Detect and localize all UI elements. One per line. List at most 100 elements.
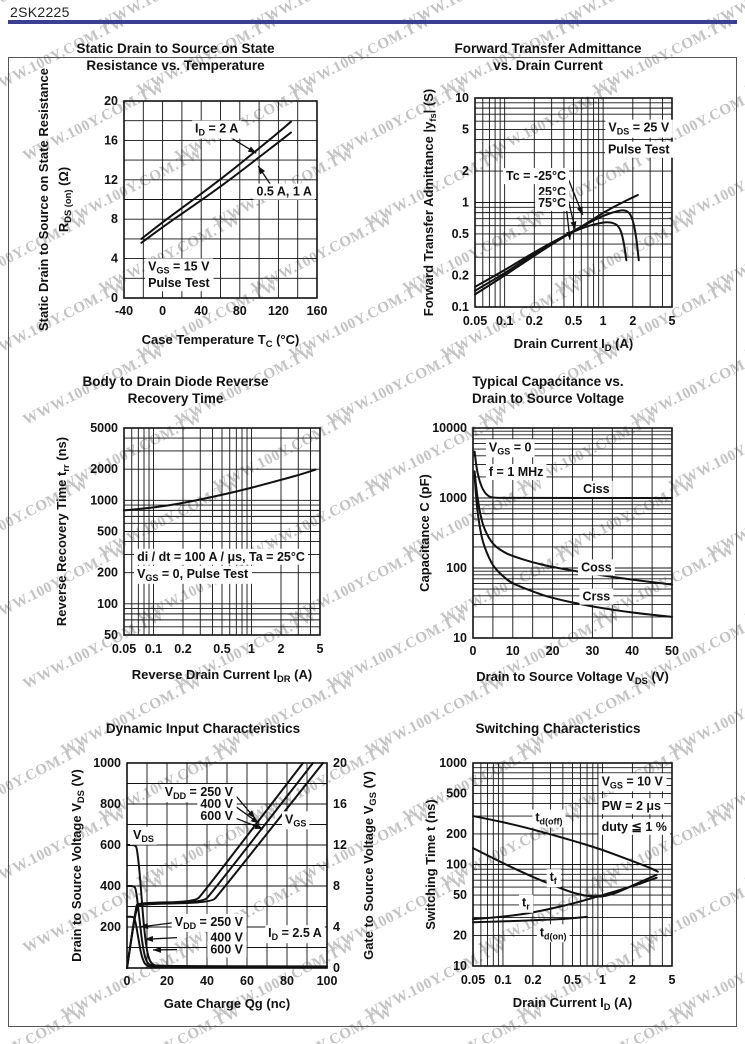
svg-text:600 V: 600 V (200, 809, 233, 823)
svg-text:5000: 5000 (90, 421, 118, 435)
svg-text:4: 4 (333, 920, 340, 934)
svg-text:1000: 1000 (93, 756, 121, 770)
svg-text:VDS = 25 V: VDS = 25 V (608, 121, 669, 137)
svg-text:2: 2 (629, 973, 636, 987)
svg-text:RDS (on) (Ω): RDS (on) (Ω) (56, 167, 73, 232)
chart-capacitance-vs-vds: Typical Capacitance vs. Drain to Source … (378, 373, 745, 698)
svg-text:0.2: 0.2 (526, 314, 543, 328)
svg-text:VDD = 250 V: VDD = 250 V (165, 785, 234, 801)
content-border (8, 57, 737, 1027)
chart-canvas: 0 20 40 60 80 100 200 400 600 800 1000 0 4 8 12 16 20 Gat… (69, 756, 378, 1011)
header-rule (8, 20, 737, 24)
svg-text:0.05: 0.05 (112, 642, 136, 656)
svg-text:200: 200 (446, 827, 467, 841)
svg-text:Drain Current ID (A): Drain Current ID (A) (514, 336, 633, 353)
svg-text:10: 10 (453, 631, 467, 645)
svg-text:Tc = -25°C: Tc = -25°C (506, 169, 566, 183)
svg-text:100: 100 (97, 597, 118, 611)
svg-text:VDD = 250 V: VDD = 250 V (175, 915, 244, 931)
svg-text:0.5 A, 1 A: 0.5 A, 1 A (257, 185, 312, 199)
svg-text:40: 40 (200, 974, 214, 988)
svg-text:-40: -40 (115, 304, 133, 318)
svg-text:0.1: 0.1 (452, 300, 469, 314)
svg-text:50: 50 (665, 644, 679, 658)
svg-text:100: 100 (446, 561, 467, 575)
chart-title-line: Drain to Source Voltage (471, 391, 625, 406)
chart-title: Typical Capacitance vs. Drain to Source … (418, 373, 678, 407)
svg-text:2: 2 (278, 642, 285, 656)
svg-text:1: 1 (248, 642, 255, 656)
svg-text:VGS = 15 V: VGS = 15 V (148, 259, 210, 275)
svg-text:20: 20 (333, 756, 347, 770)
svg-text:600: 600 (100, 838, 121, 852)
svg-text:80: 80 (280, 974, 294, 988)
svg-text:0.2: 0.2 (524, 973, 541, 987)
svg-text:1: 1 (462, 196, 469, 210)
chart-title-line: Forward Transfer Admittance (454, 41, 642, 56)
svg-text:0.5: 0.5 (564, 973, 581, 987)
chart-rdson-vs-temperature: Static Drain to Source on State Resistan… (8, 40, 380, 370)
svg-text:20: 20 (546, 644, 560, 658)
svg-text:td(off): td(off) (535, 811, 562, 827)
svg-text:0: 0 (111, 291, 118, 305)
svg-text:0.05: 0.05 (461, 973, 485, 987)
svg-text:1: 1 (599, 973, 606, 987)
svg-text:120: 120 (268, 304, 289, 318)
svg-text:f = 1 MHz: f = 1 MHz (489, 465, 544, 479)
chart-title-line: vs. Drain Current (493, 58, 603, 73)
svg-text:1000: 1000 (439, 491, 467, 505)
svg-text:Switching Time t (ns): Switching Time t (ns) (423, 799, 438, 930)
svg-text:0.1: 0.1 (496, 314, 513, 328)
svg-text:Gate to Source Voltage VGS (: Gate to Source Voltage VGS (V) (361, 771, 378, 960)
svg-text:Reverse Recovery Time trr (n: Reverse Recovery Time trr (ns) (54, 437, 71, 626)
chart-yfs-vs-drain-current: Forward Transfer Admittance vs. Drain Cu… (378, 40, 745, 370)
chart-title-line: Static Drain to Source on State (76, 41, 275, 56)
svg-text:2: 2 (462, 164, 469, 178)
svg-text:tf: tf (550, 870, 558, 886)
svg-text:10000: 10000 (432, 421, 467, 435)
chart-title: Body to Drain Diode Reverse Recovery Tim… (48, 373, 303, 407)
svg-text:0.5: 0.5 (452, 227, 469, 241)
svg-text:VDS: VDS (133, 828, 154, 844)
svg-text:Forward Transfer Admittance |: Forward Transfer Admittance |yfs| (S) (421, 89, 438, 316)
svg-text:10: 10 (453, 959, 467, 973)
svg-text:400 V: 400 V (200, 797, 233, 811)
svg-text:duty ≦ 1 %: duty ≦ 1 % (602, 820, 667, 834)
svg-text:Gate Charge Qg (nc): Gate Charge Qg (nc) (164, 996, 290, 1011)
chart-switching-characteristics: Switching Characteristics 0.05 0.1 0.2 0.5 1… (388, 706, 745, 1044)
svg-text:16: 16 (333, 797, 347, 811)
svg-text:8: 8 (111, 212, 118, 226)
chart-canvas: 0.05 0.1 0.2 0.5 1 2 5 10 20 50 100 200 500 1000 Drain… (423, 756, 676, 1012)
svg-text:Coss: Coss (581, 560, 612, 574)
svg-text:400: 400 (100, 879, 121, 893)
chart-title: Switching Characteristics (418, 720, 698, 737)
svg-text:VGS = 10 V: VGS = 10 V (602, 774, 664, 790)
svg-text:di / dt = 100 A / μs, Ta = 25°: di / dt = 100 A / μs, Ta = 25°C (137, 550, 305, 564)
svg-text:20: 20 (160, 974, 174, 988)
svg-text:ID = 2 A: ID = 2 A (195, 122, 238, 138)
svg-text:20: 20 (104, 94, 118, 108)
svg-text:80: 80 (233, 304, 247, 318)
svg-text:0.2: 0.2 (174, 642, 191, 656)
svg-text:ID = 2.5 A: ID = 2.5 A (268, 926, 322, 942)
svg-text:tr: tr (522, 896, 530, 912)
chart-title-line: Switching Characteristics (475, 721, 641, 736)
svg-text:40: 40 (194, 304, 208, 318)
svg-text:600 V: 600 V (210, 943, 243, 957)
svg-text:Drain to Source Voltage VDS: Drain to Source Voltage VDS (V) (69, 769, 86, 962)
svg-text:500: 500 (446, 787, 467, 801)
svg-text:4: 4 (111, 252, 118, 266)
svg-text:0.5: 0.5 (213, 642, 230, 656)
svg-text:160: 160 (307, 304, 328, 318)
svg-text:50: 50 (104, 628, 118, 642)
svg-text:8: 8 (333, 879, 340, 893)
svg-text:500: 500 (97, 525, 118, 539)
svg-text:20: 20 (453, 928, 467, 942)
svg-text:td(on): td(on) (540, 925, 567, 941)
svg-text:Crss: Crss (582, 590, 610, 604)
svg-text:60: 60 (240, 974, 254, 988)
svg-text:5: 5 (669, 314, 676, 328)
svg-text:0: 0 (159, 304, 166, 318)
chart-title-line: Typical Capacitance vs. (472, 374, 624, 389)
